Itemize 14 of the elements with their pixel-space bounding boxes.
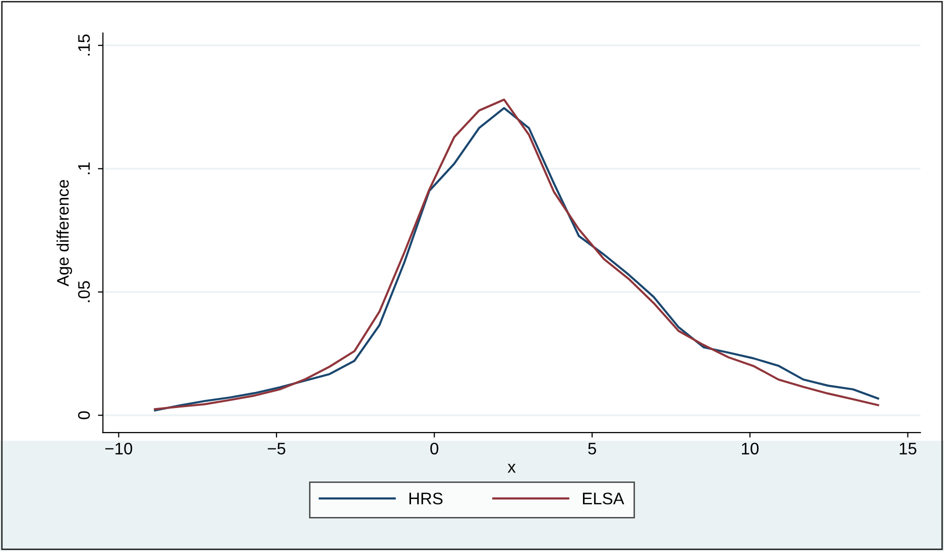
x-tick-label: 15 — [900, 442, 916, 454]
x-tick-label: 10 — [742, 442, 759, 454]
x-tick-label: −5 — [268, 442, 286, 454]
legend-label: HRS — [409, 492, 443, 504]
y-tick-label: .15 — [78, 34, 90, 56]
y-tick-label: .1 — [78, 162, 90, 174]
legend-label: ELSA — [582, 492, 624, 504]
x-tick-label: 0 — [430, 442, 438, 454]
x-tick-label: 5 — [588, 442, 596, 454]
x-tick-label: −10 — [105, 442, 132, 454]
y-tick-label: .05 — [78, 281, 90, 302]
y-tick-label: 0 — [78, 411, 90, 420]
x-axis-title: x — [508, 464, 516, 473]
y-axis-title: Age difference — [56, 180, 72, 286]
